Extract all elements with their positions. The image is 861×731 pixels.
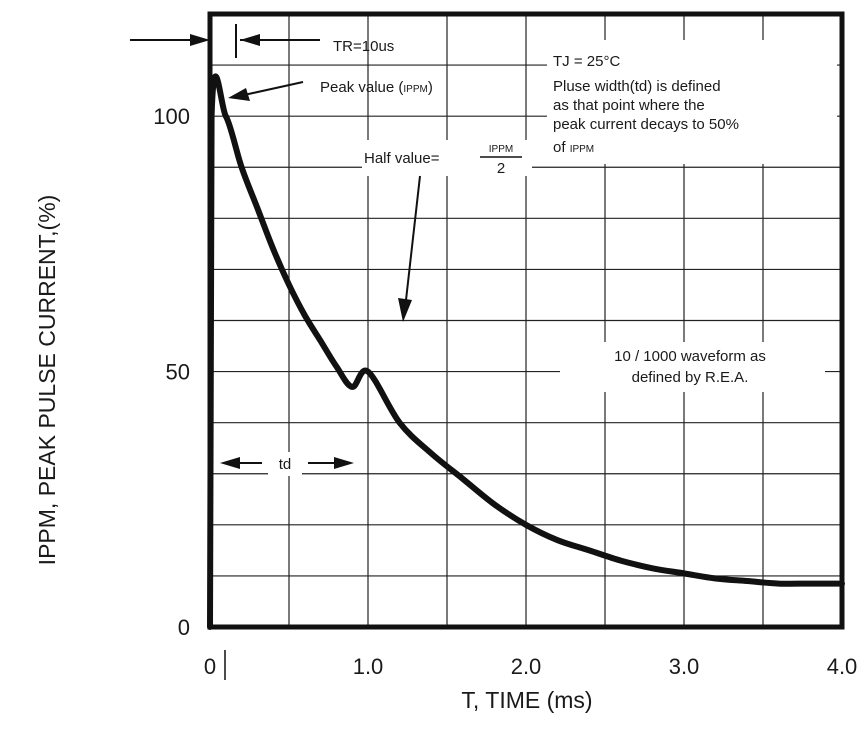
- waveform-note-bg: [560, 342, 825, 392]
- td-label-bg: [268, 452, 302, 476]
- waveform-note-line-2: defined by R.E.A.: [632, 369, 749, 386]
- junction-temp-label: TJ = 25°C: [553, 53, 620, 70]
- rise-time-label: TR=10us: [333, 38, 394, 55]
- half-value-arrow: [398, 175, 421, 322]
- waveform-note-line-1: 10 / 1000 waveform as: [614, 348, 766, 365]
- definition-line-2: as that point where the: [553, 97, 705, 114]
- plot-frame: [207, 11, 845, 630]
- half-value-label: Half value=: [364, 150, 440, 167]
- y-tick-label: 100: [153, 104, 190, 129]
- y-axis-title: IPPM, PEAK PULSE CURRENT,(%): [34, 195, 60, 566]
- x-tick-labels: 0 1.0 2.0 3.0 4.0: [204, 654, 857, 679]
- definition-line-1: Pluse width(td) is defined: [553, 78, 721, 95]
- x-tick-label: 2.0: [511, 654, 542, 679]
- half-value-numerator: IPPM: [489, 144, 513, 155]
- x-tick-label: 4.0: [827, 654, 858, 679]
- y-tick-label: 0: [178, 615, 190, 640]
- y-tick-labels: 0 50 100: [153, 104, 190, 640]
- definition-box-bg: [547, 40, 837, 164]
- td-arrows: [220, 457, 354, 469]
- half-value-label-bg: [362, 140, 532, 176]
- x-tick-label: 0: [204, 654, 216, 679]
- pulse-waveform-line: [207, 73, 845, 630]
- rise-time-annotation: [130, 24, 320, 58]
- x-tick-label: 1.0: [353, 654, 384, 679]
- y-tick-label: 50: [166, 360, 190, 385]
- definition-line-3: peak current decays to 50%: [553, 116, 739, 133]
- td-label: td: [279, 456, 292, 473]
- peak-value-arrow: [228, 81, 304, 101]
- x-axis-title: T, TIME (ms): [461, 687, 592, 713]
- peak-value-label: Peak value (IPPM): [320, 79, 433, 96]
- definition-line-4: of IPPM: [553, 139, 594, 156]
- x-tick-label: 3.0: [669, 654, 700, 679]
- half-value-denominator: 2: [497, 160, 505, 177]
